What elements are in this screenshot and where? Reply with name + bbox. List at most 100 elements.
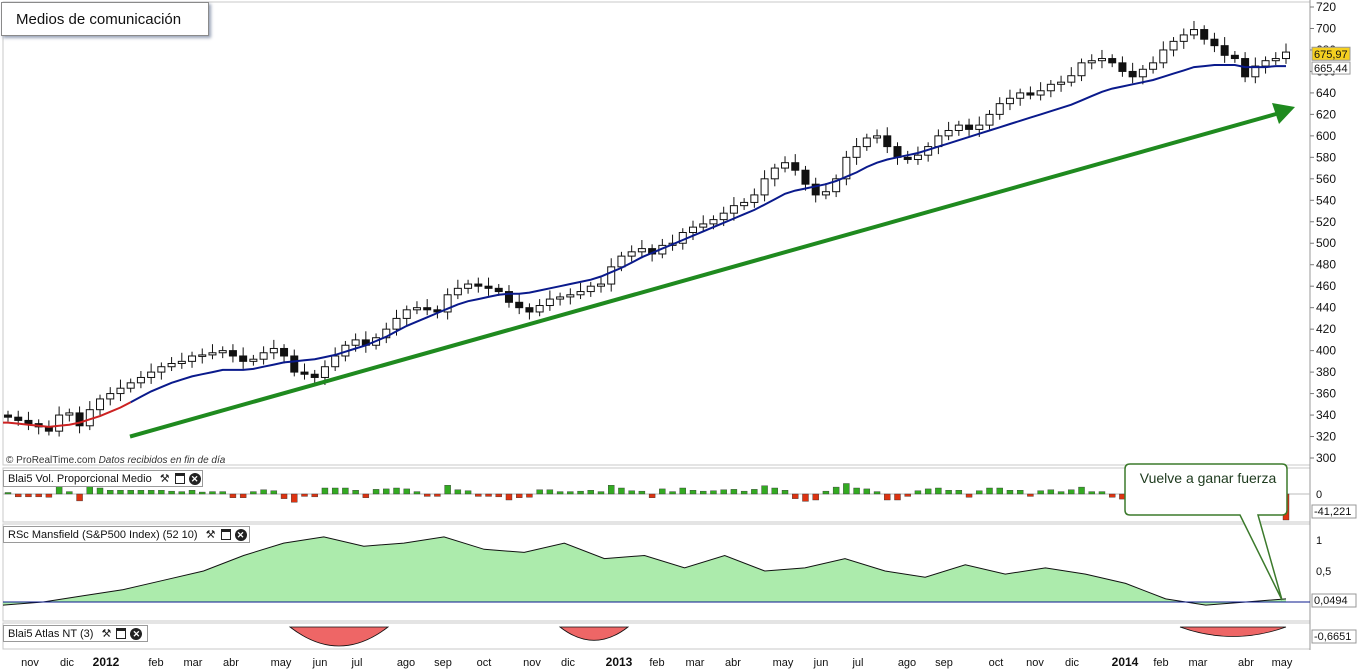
candle-body [218,350,227,354]
window-icon[interactable] [116,628,127,639]
candle-body [1200,29,1209,40]
candle-body [147,371,156,378]
volume-bar [587,490,594,495]
candle-body [770,167,779,180]
close-icon[interactable]: ✕ [188,472,201,485]
volume-bar [884,493,891,501]
volume-bar [178,491,186,495]
volume-bar [403,488,410,495]
x-axis-label: may [773,657,794,669]
candle-body [975,124,984,130]
volume-bar [996,487,1003,495]
atlas-last-label: -0,6651 [1314,631,1351,643]
y-tick-label: 560 [1316,172,1336,186]
candle-body [423,307,432,311]
volume-bar [475,493,482,497]
mansfield-panel-label: RSc Mansfield (S&P500 Index) (52 10) ⚒ ✕ [3,526,250,543]
source-note: Datos recibidos en fin de día [98,455,226,466]
atlas-panel [2,622,1311,650]
candle-body [392,317,401,330]
candle-body [1118,62,1127,72]
candle-body [1251,65,1260,78]
x-axis-label: jun [312,657,328,669]
x-axis-label: jul [851,657,863,669]
atlas-panel-label: Blai5 Atlas NT (3) ⚒ ✕ [3,625,148,642]
candle-body [1230,54,1239,60]
candle-body [699,223,708,228]
annotation-callout [1124,463,1288,601]
y-tick-label: 520 [1316,215,1336,229]
volume-bar [986,487,993,495]
y-tick-label: 340 [1316,408,1336,422]
volume-bar [751,489,758,495]
candle-body [269,347,278,354]
candle-body [1261,60,1270,67]
volume-bar [219,491,226,495]
wrench-icon[interactable]: ⚒ [205,528,216,541]
candle-body [791,162,800,171]
candle-body [607,266,616,285]
volume-bar [352,490,359,495]
y-tick-label: 540 [1316,193,1336,207]
wrench-icon[interactable]: ⚒ [101,627,112,640]
x-axis-label: feb [649,657,664,669]
y-tick-label: 700 [1316,21,1336,35]
x-axis-label: nov [21,657,39,669]
candle-body [801,169,810,185]
volume-bar [1047,489,1055,495]
price-panel [2,1,1311,466]
wrench-icon[interactable]: ⚒ [159,472,170,485]
close-icon[interactable]: ✕ [130,627,143,640]
x-axis-label: dic [561,657,576,669]
x-axis-label: sep [935,657,953,669]
volume-bar [700,490,707,495]
volume-bar [924,488,932,495]
y-tick-label: 500 [1316,236,1336,250]
candle-body [116,387,125,395]
candle-body [1189,29,1198,36]
volume-bar [781,490,789,495]
volume-bar [659,488,666,495]
candle-body [1169,40,1178,51]
volume-bar [863,488,871,495]
mansfield-tick: 0,5 [1316,566,1331,578]
atlas-label-text: Blai5 Atlas NT (3) [8,627,94,640]
volume-bar [812,493,819,501]
volume-bar [914,490,922,495]
window-icon[interactable] [220,529,231,540]
candle-body [504,291,513,303]
x-axis-label: nov [1026,657,1044,669]
mansfield-last-label: 0,0494 [1314,595,1348,607]
candle-body [740,201,749,207]
candle-body [1005,97,1014,105]
volume-bar [1057,491,1065,495]
mansfield-area [3,536,1286,606]
candle-body [65,412,74,416]
volume-bar [597,491,605,495]
candle-body [4,414,12,418]
volume-bar [434,493,441,497]
volume-bar [567,491,574,495]
close-icon[interactable]: ✕ [234,528,247,541]
candle-body [954,124,963,131]
volume-bar [260,489,267,495]
candle-body [198,354,207,357]
candle-body [1067,75,1076,83]
atlas-last-badge [1311,629,1357,644]
volume-bar [771,487,778,495]
candle-body [412,307,421,311]
candle-body [167,363,176,368]
candle-body [1179,34,1188,42]
volume-bar [608,485,615,495]
candle-body [1016,92,1025,99]
window-icon[interactable] [174,473,185,484]
x-axis-label: abr [1238,657,1254,669]
x-axis-label: oct [989,657,1004,669]
volume-bar [25,493,32,498]
candle-body [862,137,871,148]
candle-body [310,373,319,378]
volume-bar [505,493,513,501]
atlas-area [1179,626,1287,637]
y-tick-label: 720 [1316,0,1336,14]
